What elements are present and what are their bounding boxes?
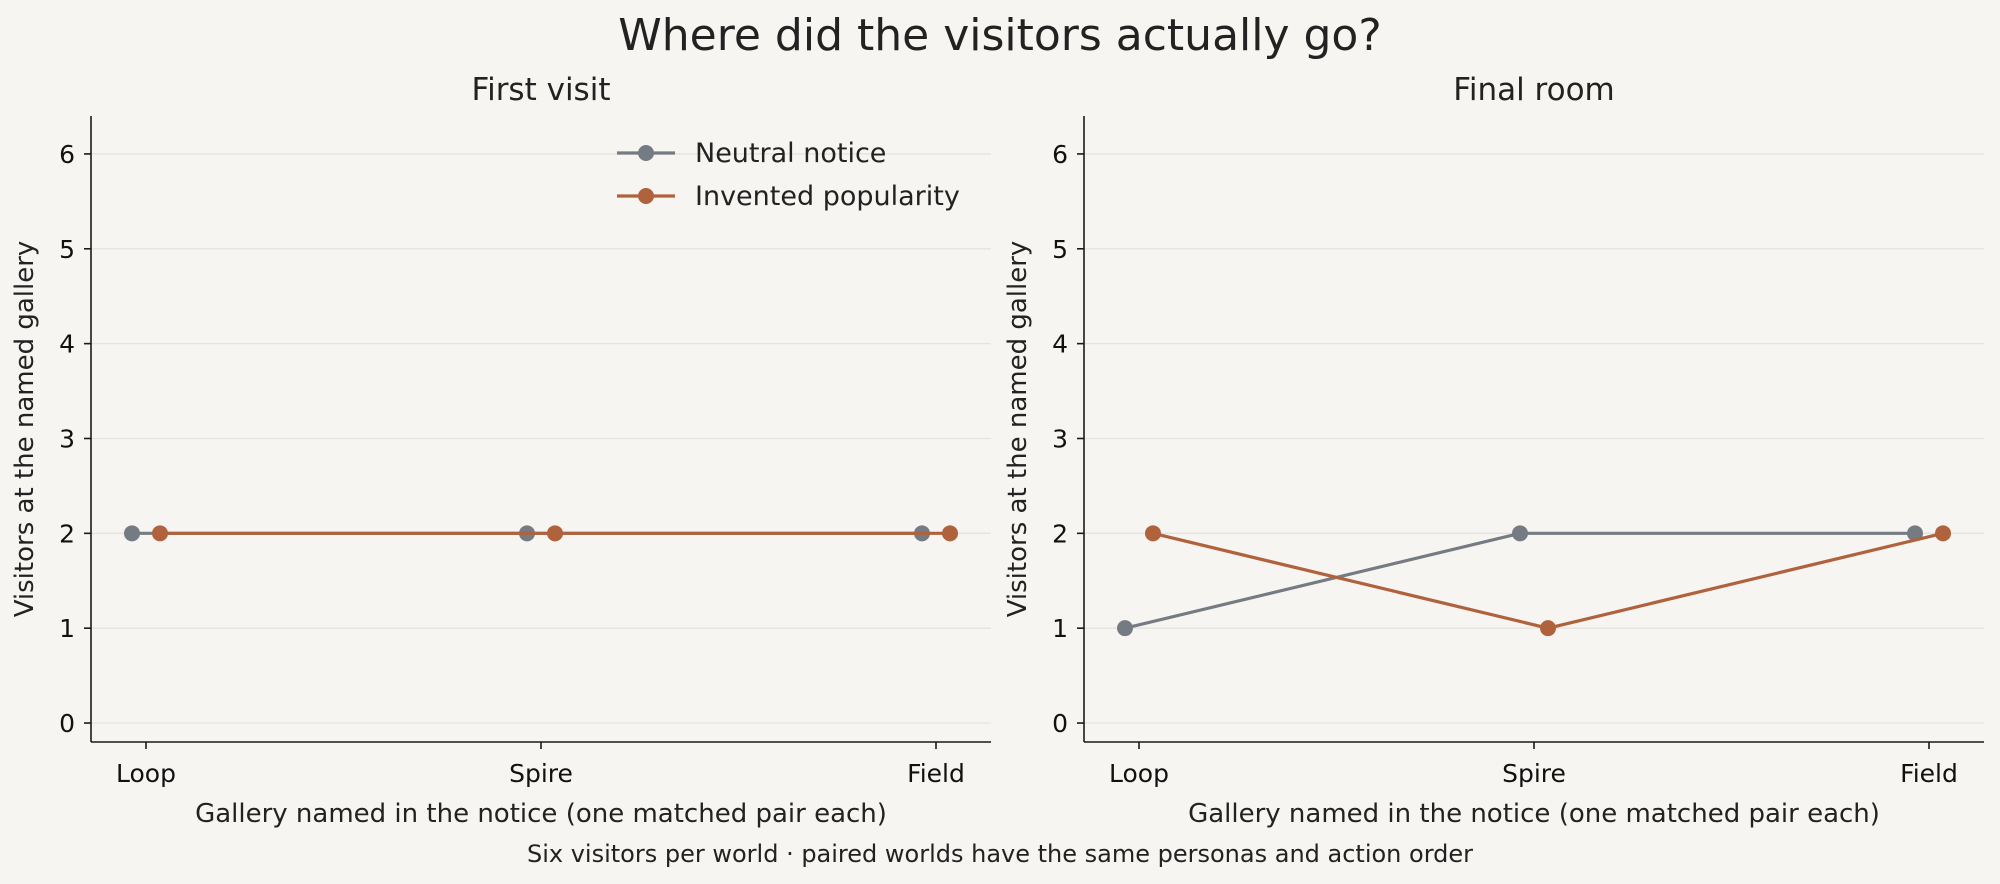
y-tick-label: 4	[1052, 330, 1068, 359]
y-tick-label: 5	[1052, 235, 1068, 264]
y-axis-label: Visitors at the named gallery	[1003, 241, 1033, 618]
data-point-neutral-notice-spire	[1512, 525, 1528, 542]
legend-swatch-marker	[638, 188, 654, 204]
data-point-invented-popularity-loop	[1145, 525, 1161, 542]
y-tick-label: 4	[59, 330, 75, 359]
legend-item-invented-popularity: Invented popularity	[617, 181, 960, 212]
legend-item-neutral-notice: Neutral notice	[617, 138, 886, 169]
data-point-invented-popularity-spire	[1540, 620, 1556, 637]
x-tick-label-field: Field	[1900, 759, 1958, 788]
legend-label: Invented popularity	[695, 181, 960, 212]
y-tick-label: 0	[59, 709, 75, 738]
panel-final-room: 0 1 2 3 4 5 6 Loop Spire Field Final room Gallery n…	[1003, 72, 1984, 829]
x-tick-label-loop: Loop	[116, 759, 176, 788]
y-tick-label: 1	[1052, 614, 1068, 643]
y-tick-label: 3	[59, 424, 75, 453]
data-point-neutral-notice-field	[1907, 525, 1923, 542]
x-axis-label: Gallery named in the notice (one matched…	[1188, 799, 1880, 829]
series-invented-popularity	[1145, 525, 1951, 637]
x-axis-label: Gallery named in the notice (one matched…	[195, 799, 887, 829]
y-tick-label: 2	[59, 519, 75, 548]
y-tick-label: 0	[1052, 709, 1068, 738]
data-point-invented-popularity-loop	[152, 525, 168, 542]
x-tick-label-field: Field	[907, 759, 965, 788]
data-point-invented-popularity-spire	[547, 525, 563, 542]
y-tick-label: 5	[59, 235, 75, 264]
legend-swatch-marker	[638, 145, 654, 161]
figure-caption: Six visitors per world · paired worlds h…	[527, 840, 1473, 868]
y-tick-label: 3	[1052, 424, 1068, 453]
y-axis-label: Visitors at the named gallery	[10, 241, 40, 618]
panel-first-visit: 0 1 2 3 4 5 6 Loop Spire Field First visit Gallery …	[10, 72, 991, 829]
y-tick-label: 6	[59, 140, 75, 169]
y-tick-label: 1	[59, 614, 75, 643]
x-tick-label-spire: Spire	[509, 759, 573, 788]
figure-title: Where did the visitors actually go?	[618, 10, 1381, 61]
y-tick-label: 2	[1052, 519, 1068, 548]
y-tick-label: 6	[1052, 140, 1068, 169]
panel-title: Final room	[1453, 72, 1615, 108]
series-invented-popularity	[152, 525, 958, 542]
x-tick-label-loop: Loop	[1109, 759, 1169, 788]
x-tick-label-spire: Spire	[1502, 759, 1566, 788]
legend-label: Neutral notice	[695, 138, 886, 169]
data-point-neutral-notice-loop	[124, 525, 140, 542]
legend: Neutral notice Invented popularity	[617, 138, 960, 212]
data-point-neutral-notice-loop	[1117, 620, 1133, 637]
data-point-invented-popularity-field	[942, 525, 958, 542]
series-line-neutral-notice	[1124, 531, 1915, 630]
panel-title: First visit	[472, 72, 611, 108]
data-point-invented-popularity-field	[1935, 525, 1951, 542]
series-line-invented-popularity	[1152, 531, 1944, 630]
series-neutral-notice	[1117, 525, 1923, 637]
